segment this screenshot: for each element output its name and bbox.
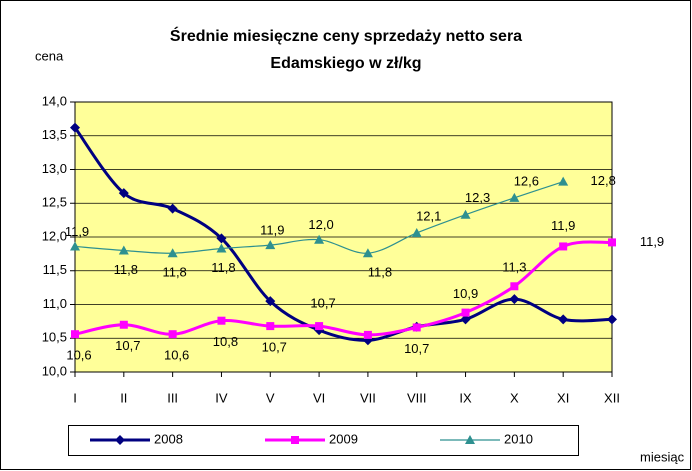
data-label: 11,8 [162,265,186,280]
legend-marker [291,436,299,444]
x-tick-label: III [167,390,178,405]
data-label: 11,9 [551,218,575,233]
point [266,322,275,331]
point [608,238,616,247]
data-label: 11,3 [502,260,526,275]
x-tick-label: X [510,390,519,405]
data-label: 11,8 [368,265,392,280]
y-tick-label: 12,0 [42,228,67,243]
chart-title: Edamskiego w zł/kg [270,55,421,72]
y-axis-label: cena [35,48,64,63]
x-tick-label: XI [557,390,569,405]
x-tick-label: IX [459,390,472,405]
point [411,227,422,237]
point [265,296,276,307]
point [216,233,227,244]
y-tick-label: 13,0 [42,161,67,176]
point [315,322,324,331]
point [118,245,129,255]
x-tick-label: VII [360,390,376,405]
point [558,314,569,325]
point [314,234,325,244]
point [607,314,617,325]
point [509,294,520,305]
x-tick-label: VIII [407,390,427,405]
y-tick-label: 13,5 [42,127,67,142]
x-tick-label: V [266,390,275,405]
legend-label: 2008 [154,431,183,446]
data-label: 11,8 [211,260,235,275]
legend-marker [115,435,125,445]
data-label: 10,6 [66,348,91,363]
y-tick-label: 11,0 [43,296,67,311]
y-tick-label: 10,5 [42,330,67,345]
legend-label: 2010 [504,431,533,446]
chart-title: Średnie miesięczne ceny sprzedaży netto … [170,26,522,45]
point [558,176,569,186]
point [119,320,128,329]
y-tick-label: 10,0 [42,363,67,378]
data-label: 11,9 [260,223,284,238]
point [118,188,129,199]
point [216,243,227,253]
data-label: 11,9 [640,234,664,249]
point [509,192,520,202]
point [460,209,471,219]
x-tick-label: IV [215,390,228,405]
data-label: 10,9 [453,286,478,301]
data-label: 12,0 [308,217,333,232]
point [363,330,372,339]
data-label: 12,1 [416,208,441,223]
point [70,241,80,251]
data-label: 11,8 [114,262,138,277]
data-label: 10,8 [213,334,238,349]
point [167,203,178,214]
point [217,316,226,325]
point [168,330,177,339]
point [70,122,80,133]
y-tick-label: 11,5 [43,262,67,277]
point [461,308,470,317]
x-tick-label: II [120,390,127,405]
data-label: 12,6 [514,173,539,188]
point [510,282,519,291]
data-label: 11,9 [65,224,89,239]
y-tick-label: 12,5 [42,195,67,210]
x-axis-label: miesiąc [640,449,685,464]
data-label: 10,7 [310,296,335,311]
point [265,240,276,250]
data-label: 10,7 [262,340,287,355]
legend-label: 2009 [329,431,358,446]
data-label: 10,7 [404,341,429,356]
point [559,242,568,251]
data-label: 10,6 [164,348,189,363]
point [362,248,373,258]
x-tick-label: VI [313,390,325,405]
point [460,314,471,325]
legend-marker [465,435,475,444]
point [167,248,178,258]
data-label: 10,7 [115,338,140,353]
point [412,323,421,332]
data-label: 12,3 [465,190,490,205]
data-label: 12,8 [591,173,616,188]
point [71,330,79,339]
x-tick-label: XII [604,390,620,405]
plot-border [74,101,613,373]
x-tick-label: I [73,390,77,405]
y-tick-label: 14,0 [42,93,67,108]
